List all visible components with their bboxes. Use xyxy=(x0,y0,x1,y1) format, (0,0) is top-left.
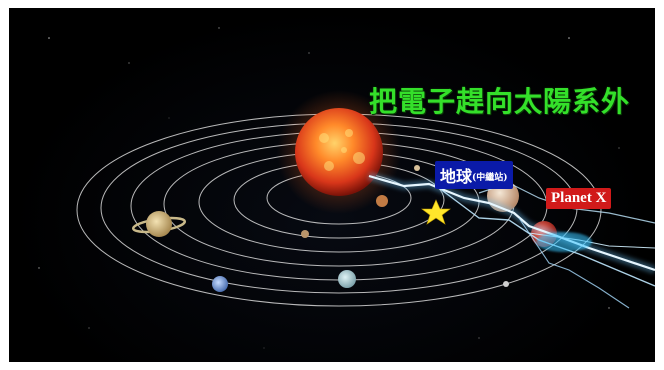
mercury-icon xyxy=(376,195,388,207)
earth-label-sub: (中繼站) xyxy=(472,173,508,183)
uranus-icon xyxy=(338,270,356,288)
solar-system-illustration xyxy=(38,27,655,349)
space-background: 把電子趕向太陽系外 地球(中繼站) Planet X xyxy=(9,8,655,362)
earth-label: 地球(中繼站) xyxy=(435,161,513,189)
sun-icon xyxy=(295,108,383,196)
mars-icon xyxy=(301,230,309,238)
venus-icon xyxy=(414,165,420,171)
sun-surface-detail xyxy=(319,129,365,171)
star-icon xyxy=(421,199,451,225)
background-stars xyxy=(38,27,620,349)
neptune-icon xyxy=(212,276,228,292)
small-planet-icon xyxy=(503,281,509,287)
planet-x-label: Planet X xyxy=(546,188,612,209)
title-text: 把電子趕向太陽系外 xyxy=(369,85,631,118)
earth-label-main: 地球 xyxy=(440,167,473,186)
saturn-icon xyxy=(131,211,187,237)
